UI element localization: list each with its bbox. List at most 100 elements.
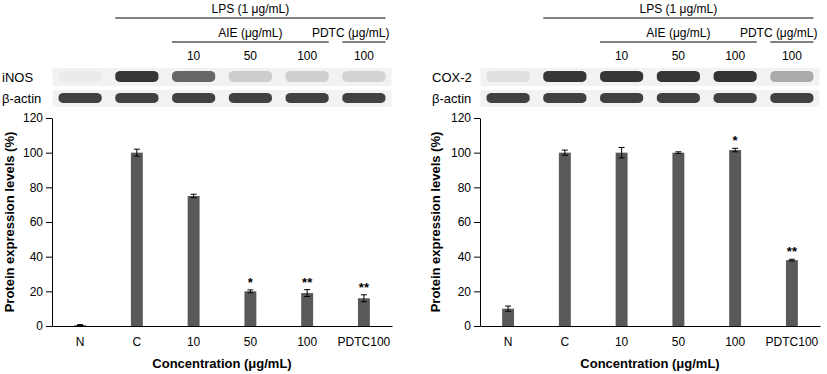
x-axis-title: Concentration (μg/mL) xyxy=(152,356,291,371)
y-tick-label: 120 xyxy=(451,111,471,125)
group-label: PDTC (μg/mL) xyxy=(312,26,390,40)
y-axis-title: Protein expression levels (%) xyxy=(2,132,17,313)
blot-control-label: β-actin xyxy=(432,91,471,106)
bar xyxy=(616,153,628,326)
control-band xyxy=(286,93,329,103)
error-bar xyxy=(304,290,310,297)
significance: * xyxy=(248,275,254,290)
bar xyxy=(672,153,684,326)
blot-band xyxy=(59,71,102,82)
x-tick: 100 xyxy=(297,326,317,349)
y-tick-label: 20 xyxy=(30,285,44,299)
x-tick-label: N xyxy=(504,335,513,349)
y-tick: 120 xyxy=(451,111,480,125)
lane-label: 100 xyxy=(782,49,802,63)
y-tick: 100 xyxy=(451,146,480,160)
error-bar xyxy=(505,306,511,311)
error-bar xyxy=(191,194,197,197)
y-tick-mark xyxy=(474,222,480,223)
bar xyxy=(559,153,571,326)
x-tick-label: 100 xyxy=(725,335,745,349)
y-tick-mark xyxy=(474,291,480,292)
error-cap xyxy=(505,306,511,307)
error-stem xyxy=(307,290,308,297)
panel: LPS (1 μg/mL)AIE (μg/mL)PDTC (μg/mL)1050… xyxy=(428,2,821,371)
blot-band xyxy=(229,71,272,82)
x-tick-label: 50 xyxy=(244,335,258,349)
x-tick: 50 xyxy=(672,326,686,349)
lane-label: 50 xyxy=(244,49,258,63)
significance: ** xyxy=(359,280,370,295)
y-tick-label: 40 xyxy=(30,250,44,264)
error-bar xyxy=(77,325,83,326)
bar xyxy=(188,196,200,326)
x-axis-line xyxy=(481,326,821,327)
error-cap xyxy=(77,325,83,326)
blot-band xyxy=(172,71,215,82)
error-stem xyxy=(136,149,137,156)
significance: * xyxy=(733,133,739,148)
x-tick: 10 xyxy=(615,326,629,349)
y-tick-label: 60 xyxy=(30,215,44,229)
error-cap xyxy=(134,149,140,150)
error-cap xyxy=(191,197,197,198)
x-tick: 10 xyxy=(187,326,201,349)
control-band xyxy=(600,93,643,103)
error-cap xyxy=(562,150,568,151)
group-label: PDTC (μg/mL) xyxy=(740,26,818,40)
error-cap xyxy=(675,151,681,152)
error-bar xyxy=(247,290,253,293)
x-tick: N xyxy=(504,326,513,349)
y-tick: 20 xyxy=(30,285,52,299)
error-bar xyxy=(134,149,140,156)
y-tick-label: 80 xyxy=(458,181,472,195)
group-line xyxy=(600,42,757,43)
group-line xyxy=(770,42,813,43)
y-tick-mark xyxy=(474,257,480,258)
error-cap xyxy=(191,194,197,195)
error-stem xyxy=(735,148,736,151)
y-axis: 020406080100120 xyxy=(23,111,53,333)
control-band xyxy=(487,93,530,103)
group-line xyxy=(543,18,813,19)
error-cap xyxy=(77,324,83,325)
y-axis-line xyxy=(480,119,481,327)
y-tick-label: 100 xyxy=(23,146,43,160)
y-tick: 20 xyxy=(458,285,480,299)
error-bar xyxy=(789,259,795,261)
bar xyxy=(502,309,514,326)
blot: LPS (1 μg/mL)AIE (μg/mL)PDTC (μg/mL)1050… xyxy=(432,2,819,107)
x-axis-title: Concentration (μg/mL) xyxy=(580,356,719,371)
error-cap xyxy=(732,151,738,152)
lane-label: 100 xyxy=(297,49,317,63)
error-cap xyxy=(361,301,367,302)
blot-strip xyxy=(481,68,820,86)
y-axis-title: Protein expression levels (%) xyxy=(428,132,443,313)
x-tick-label: C xyxy=(133,335,142,349)
y-tick: 100 xyxy=(23,146,52,160)
error-bar xyxy=(361,295,367,302)
bar xyxy=(301,293,313,326)
blot-band xyxy=(342,71,385,82)
lane-label: 100 xyxy=(354,49,374,63)
control-band xyxy=(115,93,158,103)
error-bar xyxy=(732,148,738,151)
group-label: LPS (1 μg/mL) xyxy=(640,2,718,16)
x-tick: 100 xyxy=(725,326,745,349)
x-tick-label: 100 xyxy=(297,335,317,349)
control-band xyxy=(543,93,586,103)
y-tick-mark xyxy=(474,326,480,327)
y-tick: 0 xyxy=(36,319,52,333)
blot-strip xyxy=(481,90,820,107)
blot-band xyxy=(543,71,586,82)
y-tick-label: 40 xyxy=(458,250,472,264)
error-cap xyxy=(619,147,625,148)
plot-area xyxy=(502,147,798,326)
group-line xyxy=(342,42,385,43)
error-cap xyxy=(675,153,681,154)
error-cap xyxy=(505,311,511,312)
x-tick-label: 50 xyxy=(672,335,686,349)
plot-area xyxy=(74,149,370,326)
bar xyxy=(131,153,143,326)
lane-label: 10 xyxy=(187,49,201,63)
